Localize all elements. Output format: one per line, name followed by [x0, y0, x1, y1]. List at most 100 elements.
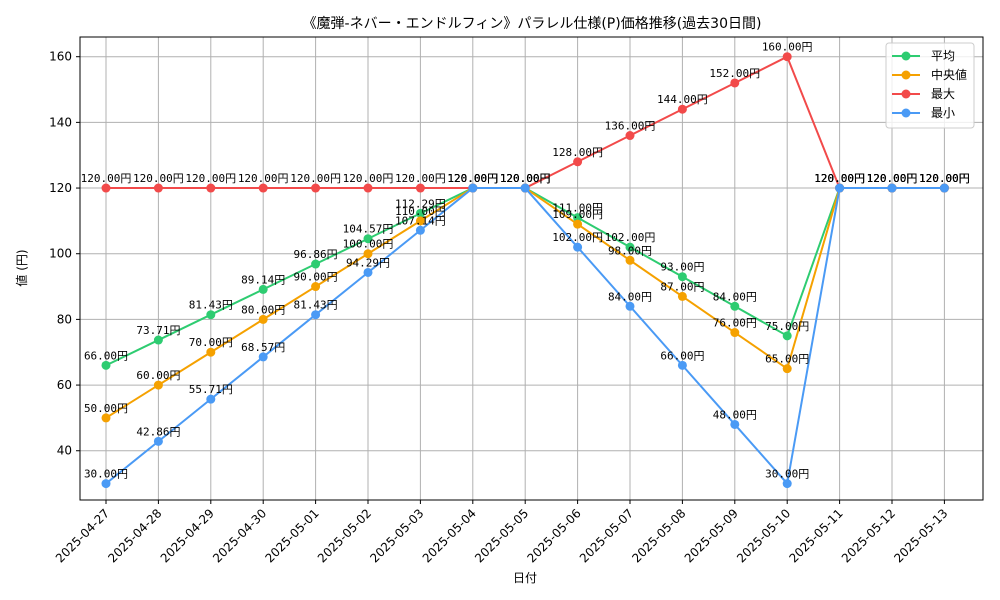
data-point: [625, 301, 635, 311]
data-point: [468, 183, 478, 193]
data-point: [730, 78, 740, 88]
data-label: 87.00円: [660, 280, 704, 293]
x-axis: 2025-04-272025-04-282025-04-292025-04-30…: [53, 500, 951, 565]
data-label: 111.00円: [552, 202, 603, 215]
legend-box: [885, 42, 975, 129]
legend-label: 最小: [931, 106, 955, 120]
data-label: 100.00円: [343, 238, 394, 251]
data-point: [153, 380, 163, 390]
data-label: 120.00円: [447, 172, 498, 185]
data-label: 48.00円: [713, 408, 757, 421]
data-label: 102.00円: [605, 231, 656, 244]
data-point: [101, 360, 111, 370]
data-point: [206, 183, 216, 193]
data-point: [311, 259, 321, 269]
data-label: 120.00円: [447, 172, 498, 185]
legend-marker: [901, 51, 911, 61]
data-point: [415, 183, 425, 193]
data-label: 70.00円: [189, 336, 233, 349]
data-label: 120.00円: [814, 172, 865, 185]
data-label: 73.71円: [136, 324, 180, 337]
data-point: [153, 335, 163, 345]
data-label: 120.00円: [447, 172, 498, 185]
data-label: 120.00円: [919, 172, 970, 185]
y-tick-label: 40: [57, 444, 72, 458]
data-point: [363, 234, 373, 244]
data-point: [363, 249, 373, 259]
data-label: 120.00円: [814, 172, 865, 185]
data-point: [625, 131, 635, 141]
data-point: [206, 394, 216, 404]
data-point: [101, 413, 111, 423]
data-point: [782, 52, 792, 62]
data-point: [311, 183, 321, 193]
data-label: 120.00円: [81, 172, 132, 185]
data-label: 89.14円: [241, 273, 285, 286]
data-label: 68.57円: [241, 341, 285, 354]
data-label: 120.00円: [867, 172, 918, 185]
data-label: 120.00円: [919, 172, 970, 185]
x-tick-label: 2025-05-05: [472, 506, 531, 565]
data-label: 120.00円: [867, 172, 918, 185]
data-label: 104.57円: [343, 223, 394, 236]
x-tick-label: 2025-05-04: [420, 506, 479, 565]
data-label: 94.29円: [346, 256, 390, 269]
data-label: 109.00円: [552, 208, 603, 221]
data-point: [415, 216, 425, 226]
chart-title: 《魔弾-ネバー・エンドルフィン》パラレル仕様(P)価格推移(過去30日間): [303, 16, 762, 32]
data-label: 112.29円: [395, 197, 446, 210]
x-tick-label: 2025-05-13: [891, 506, 950, 565]
x-tick-label: 2025-05-01: [263, 506, 322, 565]
data-label: 120.00円: [290, 172, 341, 185]
series-lines: [101, 52, 949, 489]
x-tick-label: 2025-05-02: [315, 506, 374, 565]
data-point: [939, 183, 949, 193]
x-tick-label: 2025-05-11: [787, 506, 846, 565]
plot-frame: [79, 36, 984, 501]
x-tick-label: 2025-05-10: [734, 506, 793, 565]
y-tick-label: 120: [49, 181, 72, 195]
data-label: 107.14円: [395, 214, 446, 227]
data-point: [311, 310, 321, 320]
data-point: [415, 225, 425, 235]
data-point: [363, 183, 373, 193]
data-point: [625, 255, 635, 265]
data-label: 120.00円: [447, 172, 498, 185]
legend-label: 最大: [931, 87, 955, 101]
data-label: 110.00円: [395, 205, 446, 218]
data-label: 120.00円: [919, 172, 970, 185]
data-label: 128.00円: [552, 146, 603, 159]
data-point: [625, 242, 635, 252]
data-label: 55.71円: [189, 383, 233, 396]
data-label: 50.00円: [84, 402, 128, 415]
y-tick-label: 60: [57, 378, 72, 392]
grid: [80, 37, 983, 500]
x-tick-label: 2025-05-08: [629, 506, 688, 565]
data-point: [573, 242, 583, 252]
data-label: 136.00円: [605, 120, 656, 133]
data-label: 30.00円: [84, 468, 128, 481]
x-tick-label: 2025-05-06: [525, 506, 584, 565]
legend-marker: [901, 108, 911, 118]
data-point: [206, 310, 216, 320]
y-tick-label: 140: [49, 115, 72, 129]
data-label: 120.00円: [919, 172, 970, 185]
data-point: [782, 479, 792, 489]
data-label: 120.00円: [814, 172, 865, 185]
data-point: [573, 213, 583, 223]
data-point: [730, 419, 740, 429]
x-tick-label: 2025-05-12: [839, 506, 898, 565]
data-label: 81.43円: [189, 299, 233, 312]
y-axis-title: 値 (円): [14, 249, 29, 286]
data-label: 120.00円: [343, 172, 394, 185]
x-tick-label: 2025-04-30: [210, 506, 269, 565]
x-tick-label: 2025-04-29: [158, 506, 217, 565]
data-point: [677, 104, 687, 114]
data-label: 84.00円: [608, 290, 652, 303]
data-point: [782, 331, 792, 341]
data-label: 90.00円: [294, 271, 338, 284]
data-point: [101, 479, 111, 489]
y-tick-label: 100: [49, 247, 72, 261]
data-label: 42.86円: [136, 425, 180, 438]
